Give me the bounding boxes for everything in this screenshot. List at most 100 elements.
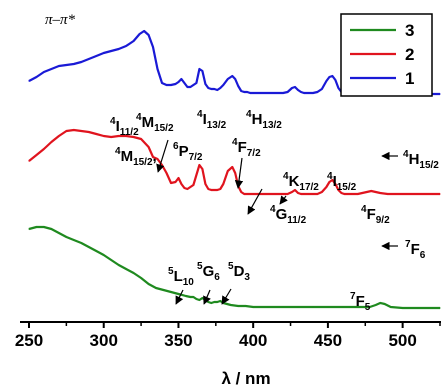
series-3-point (327, 306, 329, 308)
series-3-point (88, 246, 90, 248)
series-2-point (249, 193, 251, 195)
annotation-arrow (247, 188, 263, 215)
series-2-point (312, 193, 314, 195)
series-1-point (307, 92, 310, 94)
series-2-point (357, 193, 359, 195)
series-1-point (165, 84, 168, 86)
series-2-point (95, 133, 97, 135)
series-3-point (192, 296, 194, 298)
series-1-point (227, 78, 229, 80)
series-1-point (50, 68, 53, 70)
series-2-point (267, 193, 269, 195)
annotation-arrow (175, 289, 184, 305)
series-3-point (379, 302, 381, 304)
series-1-point (222, 84, 224, 86)
series-2-point (118, 135, 120, 137)
annotation-pi: π–π* (45, 12, 76, 28)
series-2-point (156, 158, 159, 160)
series-3-point (50, 228, 53, 230)
series-1-point (337, 87, 339, 89)
series-1-point (139, 33, 141, 35)
series-2-point (28, 160, 30, 162)
annotation-G11: 4G11/2 (270, 204, 307, 226)
series-1-point (303, 92, 305, 94)
series-1-point (80, 61, 82, 63)
series-2-point (370, 190, 372, 192)
series-3-point (103, 254, 105, 256)
series-2-point (343, 193, 345, 195)
series-1-point (65, 64, 67, 66)
series-2-point (402, 193, 404, 195)
series-1-point (204, 83, 206, 85)
series-1-point (213, 88, 215, 90)
series-1-point (180, 78, 182, 80)
series-1-point (231, 75, 233, 77)
legend-label-2: 2 (405, 45, 414, 64)
series-3-point (170, 291, 172, 293)
annotation-F5: 7F5 (350, 291, 371, 313)
series-1-point (249, 92, 251, 94)
series-2-point (165, 172, 168, 174)
series-2-point (240, 191, 242, 193)
series-1-point (325, 80, 327, 82)
series-2-point (346, 193, 348, 195)
annotation-arrow (234, 157, 244, 189)
series-2-point (80, 130, 82, 132)
series-1-point (118, 48, 120, 50)
annotation-arrow (156, 139, 169, 173)
series-2-point (287, 193, 289, 195)
annotation-I13: 4I13/2 (197, 109, 227, 131)
series-2-point (366, 191, 368, 193)
series-2-point (227, 170, 229, 172)
series-1-point (331, 75, 333, 77)
series-1-point (28, 80, 30, 82)
series-2-point (186, 188, 188, 190)
series-3-point (357, 306, 359, 308)
x-axis: 250 300 350 400 450 500 (15, 321, 441, 350)
series-2-point (219, 188, 221, 190)
series-2-point (337, 189, 339, 191)
series-3-point (210, 302, 212, 304)
series-3-point (198, 299, 200, 301)
series-1-point (240, 90, 242, 92)
series-2-point (424, 193, 426, 195)
series-1-point (237, 85, 239, 87)
series-2-point (375, 191, 377, 193)
x-tick-label: 450 (314, 331, 342, 350)
series-3-point (219, 300, 221, 302)
series-3-point (342, 306, 344, 308)
series-2-point (325, 186, 327, 188)
series-2-point (50, 141, 53, 143)
legend-label-3: 3 (405, 21, 414, 40)
series-1-point (35, 76, 38, 78)
series-3-point (375, 304, 377, 306)
annotation-arrow (203, 289, 211, 305)
series-2-point (394, 193, 396, 195)
series-1-point (73, 63, 75, 65)
series-1-point (207, 87, 209, 89)
series-1-point (192, 84, 194, 86)
series-3-point (65, 236, 67, 238)
series-3-point (369, 306, 371, 308)
series-3-point (110, 259, 112, 261)
series-2-point (207, 188, 209, 190)
series-1-point (312, 92, 314, 94)
series-1-point (328, 76, 330, 78)
annotation-arrow (279, 195, 288, 205)
series-1-point (201, 70, 203, 72)
series-1-point (243, 91, 245, 93)
series-2-point (361, 192, 363, 194)
series-2-point (125, 135, 127, 137)
series-1-point (282, 92, 284, 94)
annotation-H13: 4H13/2 (246, 109, 282, 131)
series-2-point (246, 193, 248, 195)
series-1-point (275, 92, 277, 94)
series-3-point (125, 268, 127, 270)
series-1-point (88, 58, 90, 60)
series-2-point (201, 168, 203, 170)
series-3-point (95, 250, 97, 252)
series-2-point (210, 189, 212, 191)
series-3-point (189, 296, 191, 298)
series-2-point (321, 191, 323, 193)
